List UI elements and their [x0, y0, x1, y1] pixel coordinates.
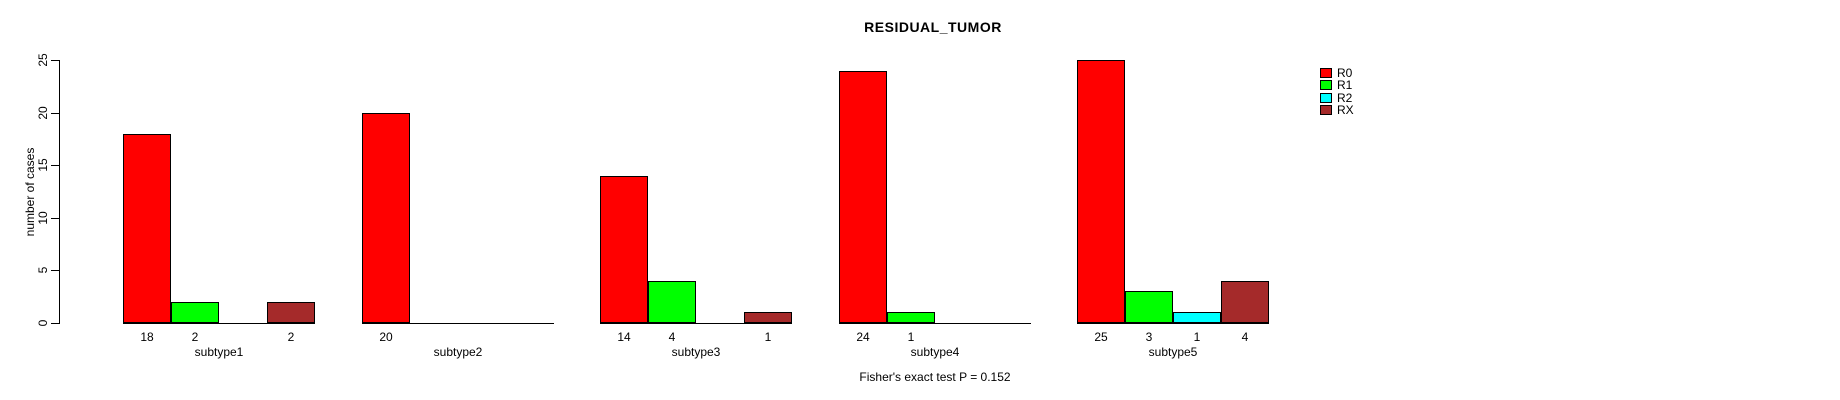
y-axis-tick-label: 10	[36, 211, 50, 225]
bar-value-label: 1	[907, 330, 915, 344]
legend-swatch-R2	[1320, 93, 1332, 103]
legend-label-RX: RX	[1337, 103, 1354, 117]
x-baseline	[1077, 323, 1269, 324]
y-axis-tick-label: 5	[36, 266, 50, 274]
bar-RX-subtype3	[744, 312, 792, 323]
y-axis-tick-label: 25	[36, 53, 50, 67]
category-label-subtype1: subtype1	[194, 345, 244, 359]
y-axis-tick-label: 20	[36, 106, 50, 120]
bar-value-label: 2	[191, 330, 199, 344]
bar-value-label: 4	[1241, 330, 1249, 344]
y-axis-tick-label: 0	[36, 319, 50, 327]
y-axis-tick	[51, 218, 59, 219]
y-axis-tick	[51, 165, 59, 166]
bar-R0-subtype3	[600, 176, 648, 323]
bar-value-label: 1	[1193, 330, 1201, 344]
y-axis-tick	[51, 270, 59, 271]
bar-value-label: 1	[764, 330, 772, 344]
bar-value-label: 25	[1094, 330, 1108, 344]
x-baseline	[839, 323, 1031, 324]
bar-value-label: 20	[379, 330, 393, 344]
y-axis-tick	[51, 113, 59, 114]
legend-label-R2: R2	[1337, 91, 1353, 105]
bar-R0-subtype1	[123, 134, 171, 323]
bar-value-label: 14	[617, 330, 631, 344]
x-baseline	[123, 323, 315, 324]
bar-R1-subtype4	[887, 312, 935, 323]
bar-value-label: 18	[140, 330, 154, 344]
y-axis-tick	[51, 323, 59, 324]
bar-RX-subtype5	[1221, 281, 1269, 323]
category-label-subtype4: subtype4	[910, 345, 960, 359]
bar-value-label: 2	[287, 330, 295, 344]
bar-R0-subtype4	[839, 71, 887, 323]
bar-R1-subtype3	[648, 281, 696, 323]
legend-swatch-RX	[1320, 105, 1332, 115]
x-baseline	[600, 323, 792, 324]
bar-RX-subtype1	[267, 302, 315, 323]
bar-value-label: 3	[1145, 330, 1153, 344]
y-axis-tick-label: 15	[36, 158, 50, 172]
legend-swatch-R1	[1320, 80, 1332, 90]
bar-value-label: 24	[856, 330, 870, 344]
category-label-subtype3: subtype3	[671, 345, 721, 359]
subtitle-fisher-test: Fisher's exact test P = 0.152	[859, 370, 1011, 384]
legend-label-R1: R1	[1337, 78, 1353, 92]
bar-R1-subtype1	[171, 302, 219, 323]
y-axis-tick	[51, 60, 59, 61]
legend-label-R0: R0	[1337, 66, 1353, 80]
y-axis-label: number of cases	[23, 147, 37, 237]
bar-R0-subtype5	[1077, 60, 1125, 323]
chart-title: RESIDUAL_TUMOR	[864, 19, 1002, 35]
bar-R1-subtype5	[1125, 291, 1173, 323]
bar-value-label: 4	[668, 330, 676, 344]
x-baseline	[362, 323, 554, 324]
bar-R0-subtype2	[362, 113, 410, 323]
category-label-subtype2: subtype2	[433, 345, 483, 359]
category-label-subtype5: subtype5	[1148, 345, 1198, 359]
bar-R2-subtype5	[1173, 312, 1221, 323]
y-axis-line	[59, 60, 60, 324]
legend-swatch-R0	[1320, 68, 1332, 78]
